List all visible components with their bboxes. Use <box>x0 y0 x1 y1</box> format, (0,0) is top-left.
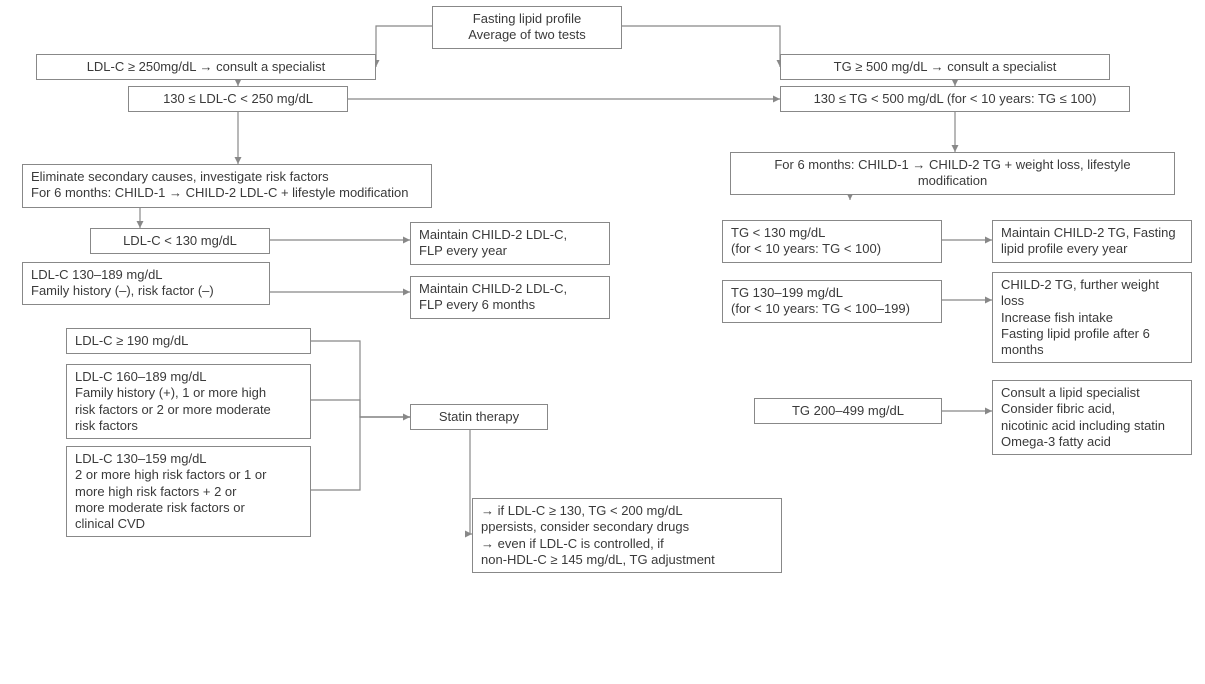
flowchart-canvas: Fasting lipid profileAverage of two test… <box>0 0 1205 684</box>
edge-9 <box>311 341 410 417</box>
node-text: Fasting lipid profile after 6 months <box>1001 326 1183 359</box>
node-text: LDL-C < 130 mg/dL <box>99 233 261 249</box>
node-ldl_range: 130 ≤ LDL-C < 250 mg/dL <box>128 86 348 112</box>
node-text: risk factors or 2 or more moderate <box>75 402 302 418</box>
node-ldl_130_159: LDL-C 130–159 mg/dL2 or more high risk f… <box>66 446 311 537</box>
node-text: → even if LDL-C is controlled, if <box>481 536 773 552</box>
node-tg_spec: TG ≥ 500 mg/dL → consult a specialist <box>780 54 1110 80</box>
edge-10 <box>311 400 410 417</box>
node-tg_range: 130 ≤ TG < 500 mg/dL (for < 10 years: TG… <box>780 86 1130 112</box>
node-text: Consult a lipid specialist <box>1001 385 1183 401</box>
node-text: Fasting lipid profile <box>441 11 613 27</box>
node-text: CHILD-2 TG, further weight loss <box>1001 277 1183 310</box>
node-top: Fasting lipid profileAverage of two test… <box>432 6 622 49</box>
node-text: (for < 10 years: TG < 100–199) <box>731 301 933 317</box>
node-text: Eliminate secondary causes, investigate … <box>31 169 423 185</box>
node-ldl_spec: LDL-C ≥ 250mg/dL → consult a specialist <box>36 54 376 80</box>
node-text: Omega-3 fatty acid <box>1001 434 1183 450</box>
node-text: nicotinic acid including statin <box>1001 418 1183 434</box>
node-text: Family history (+), 1 or more high <box>75 385 302 401</box>
node-text: → if LDL-C ≥ 130, TG < 200 mg/dL <box>481 503 773 519</box>
node-text: TG < 130 mg/dL <box>731 225 933 241</box>
node-ldl_160_189: LDL-C 160–189 mg/dLFamily history (+), 1… <box>66 364 311 439</box>
node-ldl_130_189: LDL-C 130–189 mg/dLFamily history (–), r… <box>22 262 270 305</box>
node-text: Average of two tests <box>441 27 613 43</box>
node-text: Maintain CHILD-2 LDL-C, <box>419 227 601 243</box>
node-text: risk factors <box>75 418 302 434</box>
node-ldl_lt130_r: Maintain CHILD-2 LDL-C,FLP every year <box>410 222 610 265</box>
edge-11 <box>311 417 410 490</box>
node-text: Maintain CHILD-2 TG, Fasting <box>1001 225 1183 241</box>
node-text: 2 or more high risk factors or 1 or <box>75 467 302 483</box>
node-text: Maintain CHILD-2 LDL-C, <box>419 281 601 297</box>
node-tg_200_499: TG 200–499 mg/dL <box>754 398 942 424</box>
node-text: LDL-C 160–189 mg/dL <box>75 369 302 385</box>
node-tg_lt130_r: Maintain CHILD-2 TG, Fastinglipid profil… <box>992 220 1192 263</box>
node-text: ppersists, consider secondary drugs <box>481 519 773 535</box>
node-text: TG 130–199 mg/dL <box>731 285 933 301</box>
node-tg_lt130: TG < 130 mg/dL(for < 10 years: TG < 100) <box>722 220 942 263</box>
node-text: Statin therapy <box>419 409 539 425</box>
node-text: Consider fibric acid, <box>1001 401 1183 417</box>
node-text: LDL-C ≥ 190 mg/dL <box>75 333 302 349</box>
node-text: 130 ≤ TG < 500 mg/dL (for < 10 years: TG… <box>789 91 1121 107</box>
node-statin: Statin therapy <box>410 404 548 430</box>
node-tg_6mo: For 6 months: CHILD-1 → CHILD-2 TG + wei… <box>730 152 1175 195</box>
node-ldl_elim: Eliminate secondary causes, investigate … <box>22 164 432 208</box>
node-text: Increase fish intake <box>1001 310 1183 326</box>
node-text: Family history (–), risk factor (–) <box>31 283 261 299</box>
node-ldl_lt130: LDL-C < 130 mg/dL <box>90 228 270 254</box>
node-text: LDL-C 130–159 mg/dL <box>75 451 302 467</box>
node-text: For 6 months: CHILD-1 → CHILD-2 TG + wei… <box>739 157 1166 190</box>
node-ldl_ge190: LDL-C ≥ 190 mg/dL <box>66 328 311 354</box>
node-text: more moderate risk factors or <box>75 500 302 516</box>
node-tg_200_499_r: Consult a lipid specialistConsider fibri… <box>992 380 1192 455</box>
node-text: more high risk factors + 2 or <box>75 484 302 500</box>
edge-1 <box>622 26 780 67</box>
node-text: non-HDL-C ≥ 145 mg/dL, TG adjustment <box>481 552 773 568</box>
node-text: lipid profile every year <box>1001 241 1183 257</box>
node-tg_130_199_r: CHILD-2 TG, further weight lossIncrease … <box>992 272 1192 363</box>
node-text: clinical CVD <box>75 516 302 532</box>
node-text: TG 200–499 mg/dL <box>763 403 933 419</box>
node-text: (for < 10 years: TG < 100) <box>731 241 933 257</box>
node-statin_f: → if LDL-C ≥ 130, TG < 200 mg/dL ppersis… <box>472 498 782 573</box>
node-text: LDL-C 130–189 mg/dL <box>31 267 261 283</box>
node-text: LDL-C ≥ 250mg/dL → consult a specialist <box>45 59 367 75</box>
node-text: 130 ≤ LDL-C < 250 mg/dL <box>137 91 339 107</box>
node-text: For 6 months: CHILD-1 → CHILD-2 LDL-C + … <box>31 185 423 201</box>
node-ldl_130_189_r: Maintain CHILD-2 LDL-C,FLP every 6 month… <box>410 276 610 319</box>
node-text: TG ≥ 500 mg/dL → consult a specialist <box>789 59 1101 75</box>
edge-0 <box>376 26 432 67</box>
node-text: FLP every year <box>419 243 601 259</box>
node-text: FLP every 6 months <box>419 297 601 313</box>
node-tg_130_199: TG 130–199 mg/dL(for < 10 years: TG < 10… <box>722 280 942 323</box>
